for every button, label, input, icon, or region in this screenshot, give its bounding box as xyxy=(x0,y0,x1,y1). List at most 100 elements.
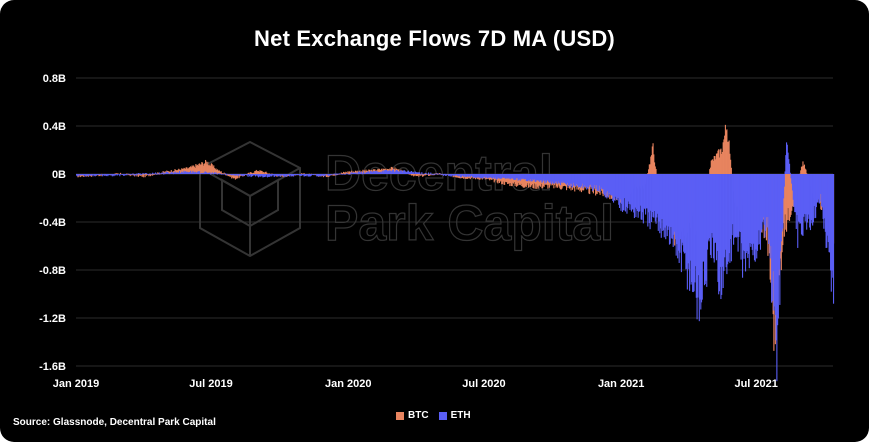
eth-bar xyxy=(90,174,92,176)
eth-bar xyxy=(304,174,306,177)
btc-bar xyxy=(251,172,253,174)
btc-bar xyxy=(152,174,154,175)
eth-bar xyxy=(605,174,607,193)
eth-bar xyxy=(114,174,116,176)
btc-bar xyxy=(200,164,202,174)
eth-bar xyxy=(542,174,544,180)
btc-bar xyxy=(789,174,791,221)
legend-item-eth: ETH xyxy=(438,410,471,421)
btc-bar xyxy=(125,173,128,175)
eth-bar xyxy=(123,174,125,176)
eth-bar xyxy=(198,171,200,174)
eth-bar xyxy=(475,174,477,178)
x-axis-labels: Jan 2019 Jul 2019 Jan 2020 Jul 2020 Jan 2021… xyxy=(53,378,778,390)
btc-bar xyxy=(90,174,93,177)
eth-bar xyxy=(518,174,520,180)
eth-bar xyxy=(694,174,696,283)
eth-bar xyxy=(366,172,368,174)
eth-bar xyxy=(771,174,773,303)
btc-bar xyxy=(98,174,100,177)
legend-label-btc: BTC xyxy=(408,410,429,421)
eth-bar xyxy=(793,174,795,207)
eth-bar xyxy=(668,174,670,227)
eth-bar xyxy=(501,174,503,179)
btc-bar xyxy=(201,162,203,174)
eth-bar xyxy=(155,174,157,175)
btc-bar xyxy=(390,166,392,174)
eth-bar xyxy=(545,174,547,183)
eth-bar xyxy=(206,172,208,174)
eth-bar xyxy=(777,174,779,319)
eth-bar xyxy=(307,174,309,176)
eth-bar xyxy=(449,174,451,177)
eth-bar xyxy=(291,174,293,176)
eth-bar xyxy=(447,174,449,175)
eth-bar xyxy=(623,174,625,211)
eth-bar xyxy=(150,173,152,175)
eth-bar xyxy=(251,174,253,177)
eth-bar xyxy=(258,174,260,177)
eth-bar xyxy=(107,174,109,177)
eth-bar xyxy=(137,174,139,175)
eth-bar xyxy=(392,169,394,174)
eth-bar xyxy=(192,170,194,174)
eth-bar xyxy=(238,174,240,175)
eth-bar xyxy=(381,172,383,174)
btc-bar xyxy=(343,172,345,174)
eth-bar xyxy=(117,174,119,176)
eth-bar xyxy=(82,174,84,175)
eth-bar xyxy=(254,174,256,176)
eth-bar xyxy=(704,174,706,285)
eth-bar xyxy=(795,174,797,229)
btc-bar xyxy=(524,174,527,187)
eth-bar xyxy=(547,174,549,181)
btc-bar xyxy=(216,170,218,174)
eth-bar xyxy=(166,171,168,174)
eth-bar xyxy=(358,171,360,174)
eth-bar xyxy=(401,172,404,174)
eth-bar xyxy=(489,174,492,178)
btc-bar xyxy=(325,174,327,177)
btc-bar xyxy=(718,149,720,174)
eth-bar xyxy=(615,174,617,197)
eth-bar xyxy=(507,174,509,179)
btc-bar xyxy=(189,167,191,174)
eth-bar xyxy=(99,174,101,175)
eth-bar xyxy=(81,174,83,176)
eth-bar xyxy=(549,174,551,184)
eth-bar xyxy=(386,170,388,174)
btc-bar xyxy=(240,174,242,176)
eth-bar xyxy=(122,174,124,175)
eth-bar xyxy=(442,174,444,175)
eth-bar xyxy=(601,174,603,190)
eth-bar xyxy=(349,174,351,175)
eth-bar xyxy=(482,174,484,179)
eth-bar xyxy=(307,174,310,177)
btc-bar xyxy=(342,172,344,174)
eth-bar xyxy=(246,174,248,175)
eth-bar xyxy=(269,174,272,176)
eth-bar xyxy=(760,174,762,233)
eth-bar xyxy=(142,172,144,174)
eth-bar xyxy=(213,172,216,174)
btc-bar xyxy=(112,174,114,176)
eth-bar xyxy=(139,173,141,174)
eth-bar xyxy=(726,174,728,275)
eth-bar xyxy=(334,173,336,175)
btc-bar xyxy=(523,174,525,188)
eth-bar xyxy=(469,174,471,176)
btc-bar xyxy=(803,164,806,174)
eth-bar xyxy=(565,174,567,185)
eth-bar xyxy=(630,174,632,212)
eth-bar xyxy=(808,174,810,219)
eth-bar xyxy=(669,174,671,244)
eth-bar xyxy=(286,174,288,177)
eth-bar xyxy=(595,174,597,186)
eth-bar xyxy=(196,173,198,174)
eth-bar xyxy=(608,174,610,194)
eth-bar xyxy=(478,174,480,178)
eth-bar xyxy=(225,174,228,176)
eth-bar xyxy=(205,172,207,174)
eth-bar xyxy=(533,174,535,181)
eth-bar xyxy=(79,174,81,176)
